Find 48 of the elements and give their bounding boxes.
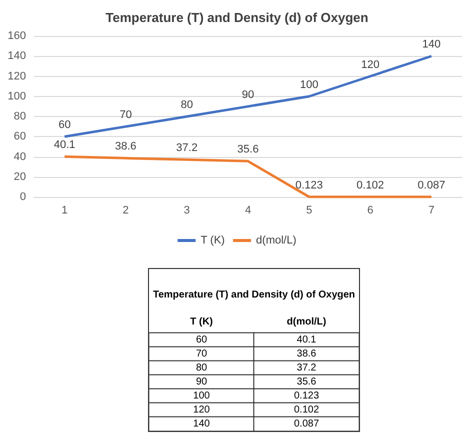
data-label: 60: [196, 334, 208, 346]
data-label: 140: [422, 38, 441, 51]
data-label: 40.1: [54, 139, 76, 152]
y-tick-label: 40: [14, 150, 26, 163]
data-label: 120: [361, 58, 380, 71]
data-label: 0.102: [294, 404, 320, 416]
data-label: 140: [193, 418, 210, 430]
data-label: 70: [120, 109, 132, 122]
y-tick-label: 120: [8, 70, 26, 82]
data-label: 0.087: [418, 179, 446, 192]
data-label: 90: [242, 88, 254, 101]
x-tick-label: 7: [428, 204, 434, 216]
x-tick-label: 5: [306, 204, 312, 216]
data-label: 0.102: [356, 179, 384, 192]
x-tick-label: 6: [367, 204, 374, 216]
data-label: 0.123: [294, 390, 320, 402]
data-label: 80: [196, 362, 208, 374]
chart-title: Temperature (T) and Density (d) of Oxygen: [106, 10, 368, 25]
data-label: 70: [196, 348, 208, 360]
legend-label: d(mol/L): [256, 234, 296, 246]
x-tick-label: 3: [184, 204, 190, 216]
data-label: 35.6: [237, 144, 259, 156]
y-tick-label: 140: [8, 50, 26, 62]
y-tick-label: 20: [14, 170, 26, 183]
data-label: 100: [300, 78, 318, 91]
legend-label: T (K): [200, 234, 225, 246]
data-label: 80: [180, 99, 193, 111]
data-label: 60: [58, 119, 71, 132]
y-tick-label: 100: [8, 90, 26, 102]
y-tick-label: 160: [8, 30, 26, 42]
x-tick-label: 4: [244, 204, 252, 216]
data-label: 37.2: [296, 362, 317, 374]
y-tick-label: 0: [20, 191, 26, 203]
data-label: 35.6: [296, 376, 317, 388]
y-tick-label: 60: [14, 130, 26, 143]
data-label: 120: [193, 404, 210, 416]
data-label: 40.1: [296, 334, 317, 346]
y-tick-label: 80: [14, 110, 26, 122]
data-label: 38.6: [115, 140, 136, 153]
data-label: 90: [196, 376, 208, 388]
x-tick-label: 2: [122, 204, 129, 216]
data-label: 0.087: [294, 418, 320, 430]
x-tick-label: 1: [62, 204, 68, 216]
data-label: 0.123: [295, 179, 323, 192]
data-label: 37.2: [176, 142, 198, 154]
chart-title: Temperature (T) and Density (d) of Oxygen: [152, 290, 356, 300]
data-label: 38.6: [296, 348, 317, 360]
data-label: 100: [193, 390, 210, 402]
